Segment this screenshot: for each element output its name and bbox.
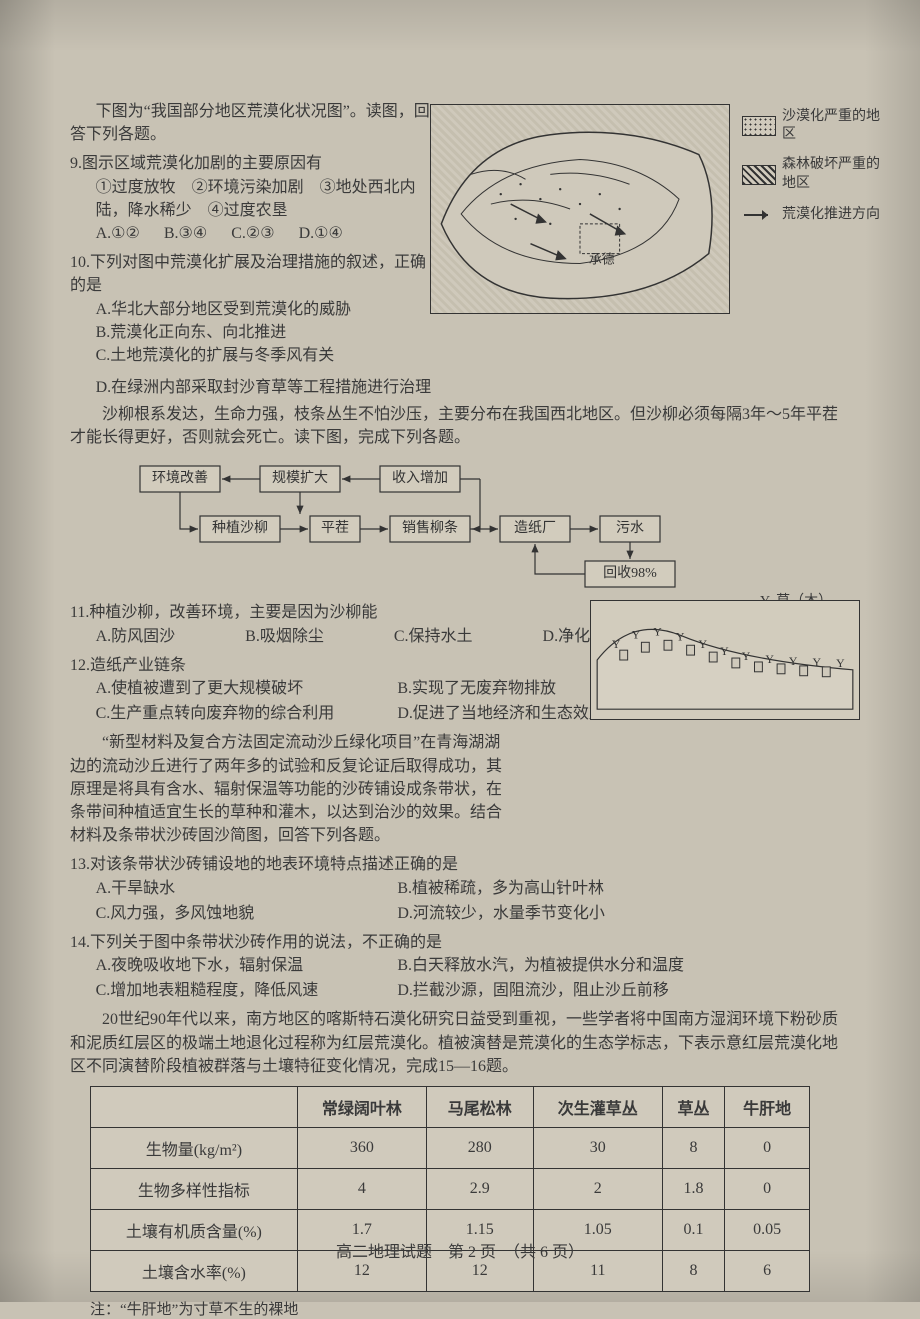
svg-text:Y: Y bbox=[612, 637, 621, 651]
dune-diagram: YYY YYY YYY YY bbox=[590, 600, 860, 720]
q10-stem: 10.下列对图中荒漠化扩展及治理措施的叙述，正确的是 bbox=[70, 251, 430, 297]
q10-opt-b: B.荒漠化正向东、向北推进 bbox=[96, 321, 430, 344]
svg-text:回收98%: 回收98% bbox=[603, 566, 657, 582]
table-footnote: 注：“牛肝地”为寸草不生的裸地 bbox=[90, 1298, 850, 1319]
passage-karst: 20世纪90年代以来，南方地区的喀斯特石漠化研究日益受到重视，一些学者将中国南方… bbox=[70, 1008, 850, 1078]
q9-stem: 9.图示区域荒漠化加剧的主要原因有 bbox=[70, 152, 430, 175]
q13-opt-d: D.河流较少，水量季节变化小 bbox=[397, 902, 850, 925]
q14-opt-c: C.增加地表粗糙程度，降低风速 bbox=[96, 979, 398, 1002]
svg-text:规模扩大: 规模扩大 bbox=[272, 471, 328, 487]
svg-text:Y: Y bbox=[720, 644, 729, 658]
svg-text:收入增加: 收入增加 bbox=[392, 471, 448, 487]
q11-opt-b: B.吸烟除尘 bbox=[245, 625, 324, 648]
th-1: 常绿阔叶林 bbox=[297, 1087, 426, 1128]
q10-opt-a: A.华北大部分地区受到荒漠化的威胁 bbox=[96, 298, 430, 321]
svg-text:Y: Y bbox=[632, 627, 641, 641]
q12-opt-a: A.使植被遭到了更大规模破坏 bbox=[96, 677, 398, 700]
q12-opt-c: C.生产重点转向废弃物的综合利用 bbox=[96, 702, 398, 725]
svg-text:种植沙柳: 种植沙柳 bbox=[212, 520, 268, 537]
svg-text:Y: Y bbox=[676, 629, 685, 643]
th-5: 牛肝地 bbox=[725, 1087, 810, 1128]
q9-opt-a: A.①② bbox=[96, 222, 140, 245]
svg-text:Y: Y bbox=[742, 649, 751, 663]
q10-opt-d: D.在绿洲内部采取封沙育草等工程措施进行治理 bbox=[96, 373, 850, 397]
table-row: 生物量(kg/m²) 360 280 30 8 0 bbox=[91, 1128, 810, 1169]
flowchart: 环境改善 规模扩大 收入增加 种植沙柳 平茬 销售柳条 造纸厂 污水 回收98% bbox=[130, 461, 690, 591]
svg-text:环境改善: 环境改善 bbox=[152, 471, 208, 487]
svg-text:平茬: 平茬 bbox=[321, 521, 349, 537]
q9-opt-b: B.③④ bbox=[164, 222, 207, 245]
q14-stem: 14.下列关于图中条带状沙砖作用的说法，不正确的是 bbox=[70, 931, 850, 954]
q10-opt-c: C.土地荒漠化的扩展与冬季风有关 bbox=[96, 344, 430, 367]
intro-map-text: 下图为“我国部分地区荒漠化状况图”。读图，回答下列各题。 bbox=[70, 100, 430, 146]
q9-subs: ①过度放牧 ②环境污染加剧 ③地处西北内陆，降水稀少 ④过度农垦 bbox=[70, 176, 430, 222]
svg-text:Y: Y bbox=[653, 624, 662, 638]
q9-opt-d: D.①④ bbox=[299, 222, 343, 245]
th-4: 草丛 bbox=[662, 1087, 724, 1128]
q11-opt-c: C.保持水土 bbox=[394, 625, 473, 648]
svg-text:销售柳条: 销售柳条 bbox=[402, 520, 458, 537]
svg-text:污水: 污水 bbox=[616, 521, 644, 537]
q13-opt-c: C.风力强，多风蚀地貌 bbox=[96, 902, 398, 925]
q9-opt-c: C.②③ bbox=[231, 222, 274, 245]
svg-text:Y: Y bbox=[765, 652, 774, 666]
th-3: 次生灌草丛 bbox=[533, 1087, 662, 1128]
q14-opt-a: A.夜晚吸收地下水，辐射保温 bbox=[96, 954, 398, 977]
table-row: 生物多样性指标 4 2.9 2 1.8 0 bbox=[91, 1169, 810, 1210]
svg-text:Y: Y bbox=[813, 655, 822, 669]
passage-dune: “新型材料及复合方法固定流动沙丘绿化项目”在青海湖湖边的流动沙丘进行了两年多的试… bbox=[70, 731, 510, 847]
svg-text:Y: Y bbox=[836, 656, 845, 670]
q13-opt-b: B.植被稀疏，多为高山针叶林 bbox=[397, 877, 850, 900]
th-2: 马尾松林 bbox=[426, 1087, 533, 1128]
th-blank bbox=[91, 1087, 298, 1128]
page-footer: 高二地理试题 第 2 页 （共 6 页） bbox=[0, 1238, 920, 1262]
svg-text:造纸厂: 造纸厂 bbox=[514, 521, 556, 537]
q11-opt-a: A.防风固沙 bbox=[96, 625, 176, 648]
q13-opt-a: A.干旱缺水 bbox=[96, 877, 398, 900]
svg-text:Y: Y bbox=[789, 654, 798, 668]
q13-stem: 13.对该条带状沙砖铺设地的地表环境特点描述正确的是 bbox=[70, 853, 850, 876]
q14-opt-d: D.拦截沙源，固阻流沙，阻止沙丘前移 bbox=[397, 979, 850, 1002]
q14-opt-b: B.白天释放水汽，为植被提供水分和温度 bbox=[397, 954, 850, 977]
passage-shaliu: 沙柳根系发达，生命力强，枝条丛生不怕沙压，主要分布在我国西北地区。但沙柳必须每隔… bbox=[70, 403, 850, 449]
svg-text:Y: Y bbox=[698, 637, 707, 651]
